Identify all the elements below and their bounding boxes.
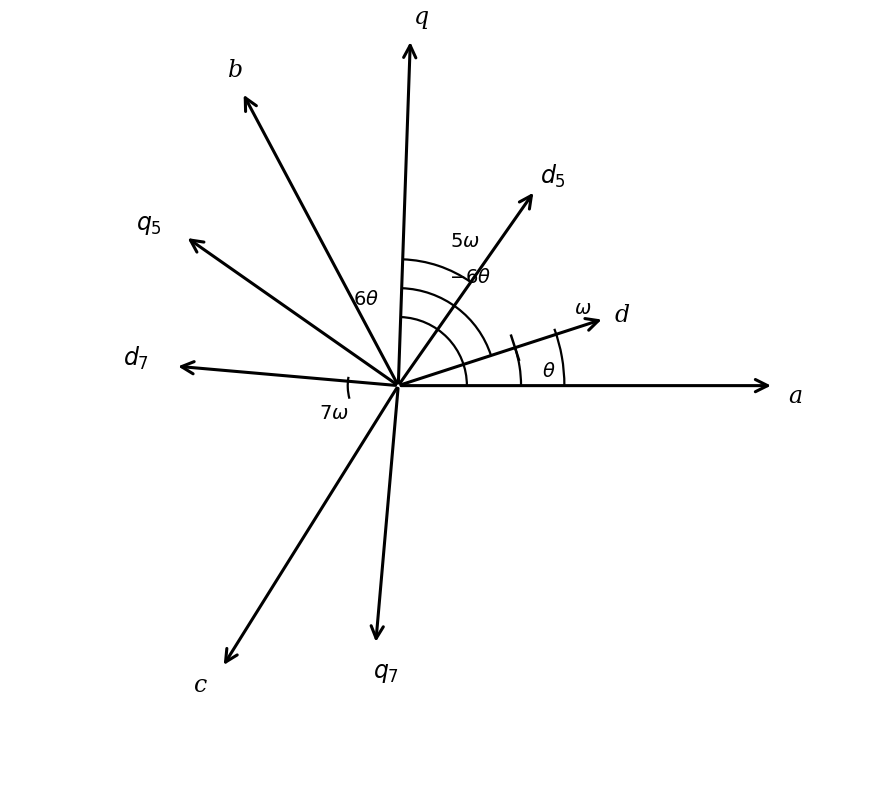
Text: $q_5$: $q_5$ — [137, 214, 162, 237]
Text: $6\theta$: $6\theta$ — [353, 290, 379, 309]
Text: $5\omega$: $5\omega$ — [449, 234, 480, 251]
Text: $-6\theta$: $-6\theta$ — [449, 269, 491, 287]
Text: d: d — [615, 303, 630, 326]
Text: $7\omega$: $7\omega$ — [319, 405, 349, 423]
Text: $\omega$: $\omega$ — [574, 300, 591, 318]
Text: a: a — [788, 385, 802, 408]
Text: q: q — [413, 6, 428, 29]
Text: $\theta$: $\theta$ — [541, 362, 555, 382]
Text: $d_5$: $d_5$ — [540, 162, 566, 190]
Text: $q_7$: $q_7$ — [373, 662, 399, 685]
Text: b: b — [228, 59, 243, 82]
Text: c: c — [194, 674, 208, 697]
Text: $d_7$: $d_7$ — [123, 346, 149, 373]
